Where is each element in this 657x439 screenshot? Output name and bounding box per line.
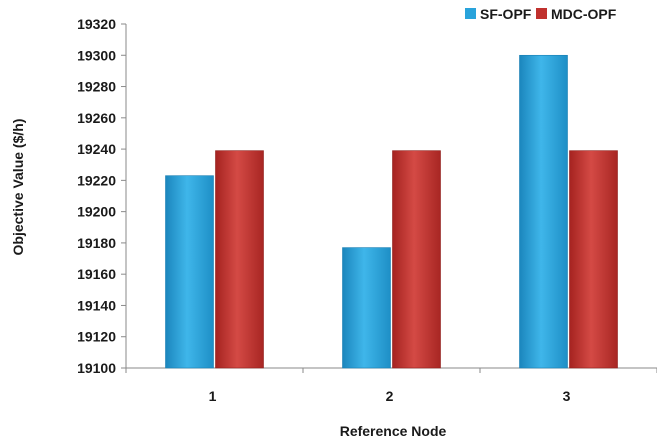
bar-mdc-opf-3: [569, 150, 618, 369]
y-tick-label: 19280: [77, 79, 116, 95]
bar-sf-opf-3: [519, 54, 568, 369]
bar-sf-opf-1: [165, 175, 214, 369]
legend-label-mdc-opf: MDC-OPF: [551, 6, 617, 22]
axes: 19100 19120 19140 19160 19180 19200 19220 19240…: [77, 16, 657, 404]
legend-label-sf-opf: SF-OPF: [480, 6, 532, 22]
x-tick-label: 2: [386, 388, 394, 404]
y-tick-label: 19120: [77, 329, 116, 345]
y-tick-label: 19240: [77, 141, 116, 157]
y-tick-label: 19220: [77, 172, 116, 188]
bar-sf-opf-2: [342, 247, 391, 369]
legend: SF-OPF MDC-OPF: [465, 6, 617, 22]
bar-mdc-opf-1: [215, 150, 264, 369]
y-tick-label: 19320: [77, 16, 116, 32]
y-tick-label: 19300: [77, 47, 116, 63]
y-axis-title: Objective Value ($/h): [10, 119, 26, 256]
bars-group: [165, 54, 618, 369]
legend-swatch-sf-opf: [465, 8, 476, 19]
y-tick-label: 19200: [77, 204, 116, 220]
y-tick-label: 19100: [77, 360, 116, 376]
x-tick-label: 1: [209, 388, 217, 404]
bar-mdc-opf-2: [392, 150, 441, 369]
x-tick-label: 3: [563, 388, 571, 404]
y-tick-label: 19140: [77, 297, 116, 313]
x-axis-title: Reference Node: [340, 423, 447, 439]
y-tick-label: 19180: [77, 235, 116, 251]
legend-swatch-mdc-opf: [536, 8, 547, 19]
y-tick-label: 19260: [77, 110, 116, 126]
y-tick-label: 19160: [77, 266, 116, 282]
